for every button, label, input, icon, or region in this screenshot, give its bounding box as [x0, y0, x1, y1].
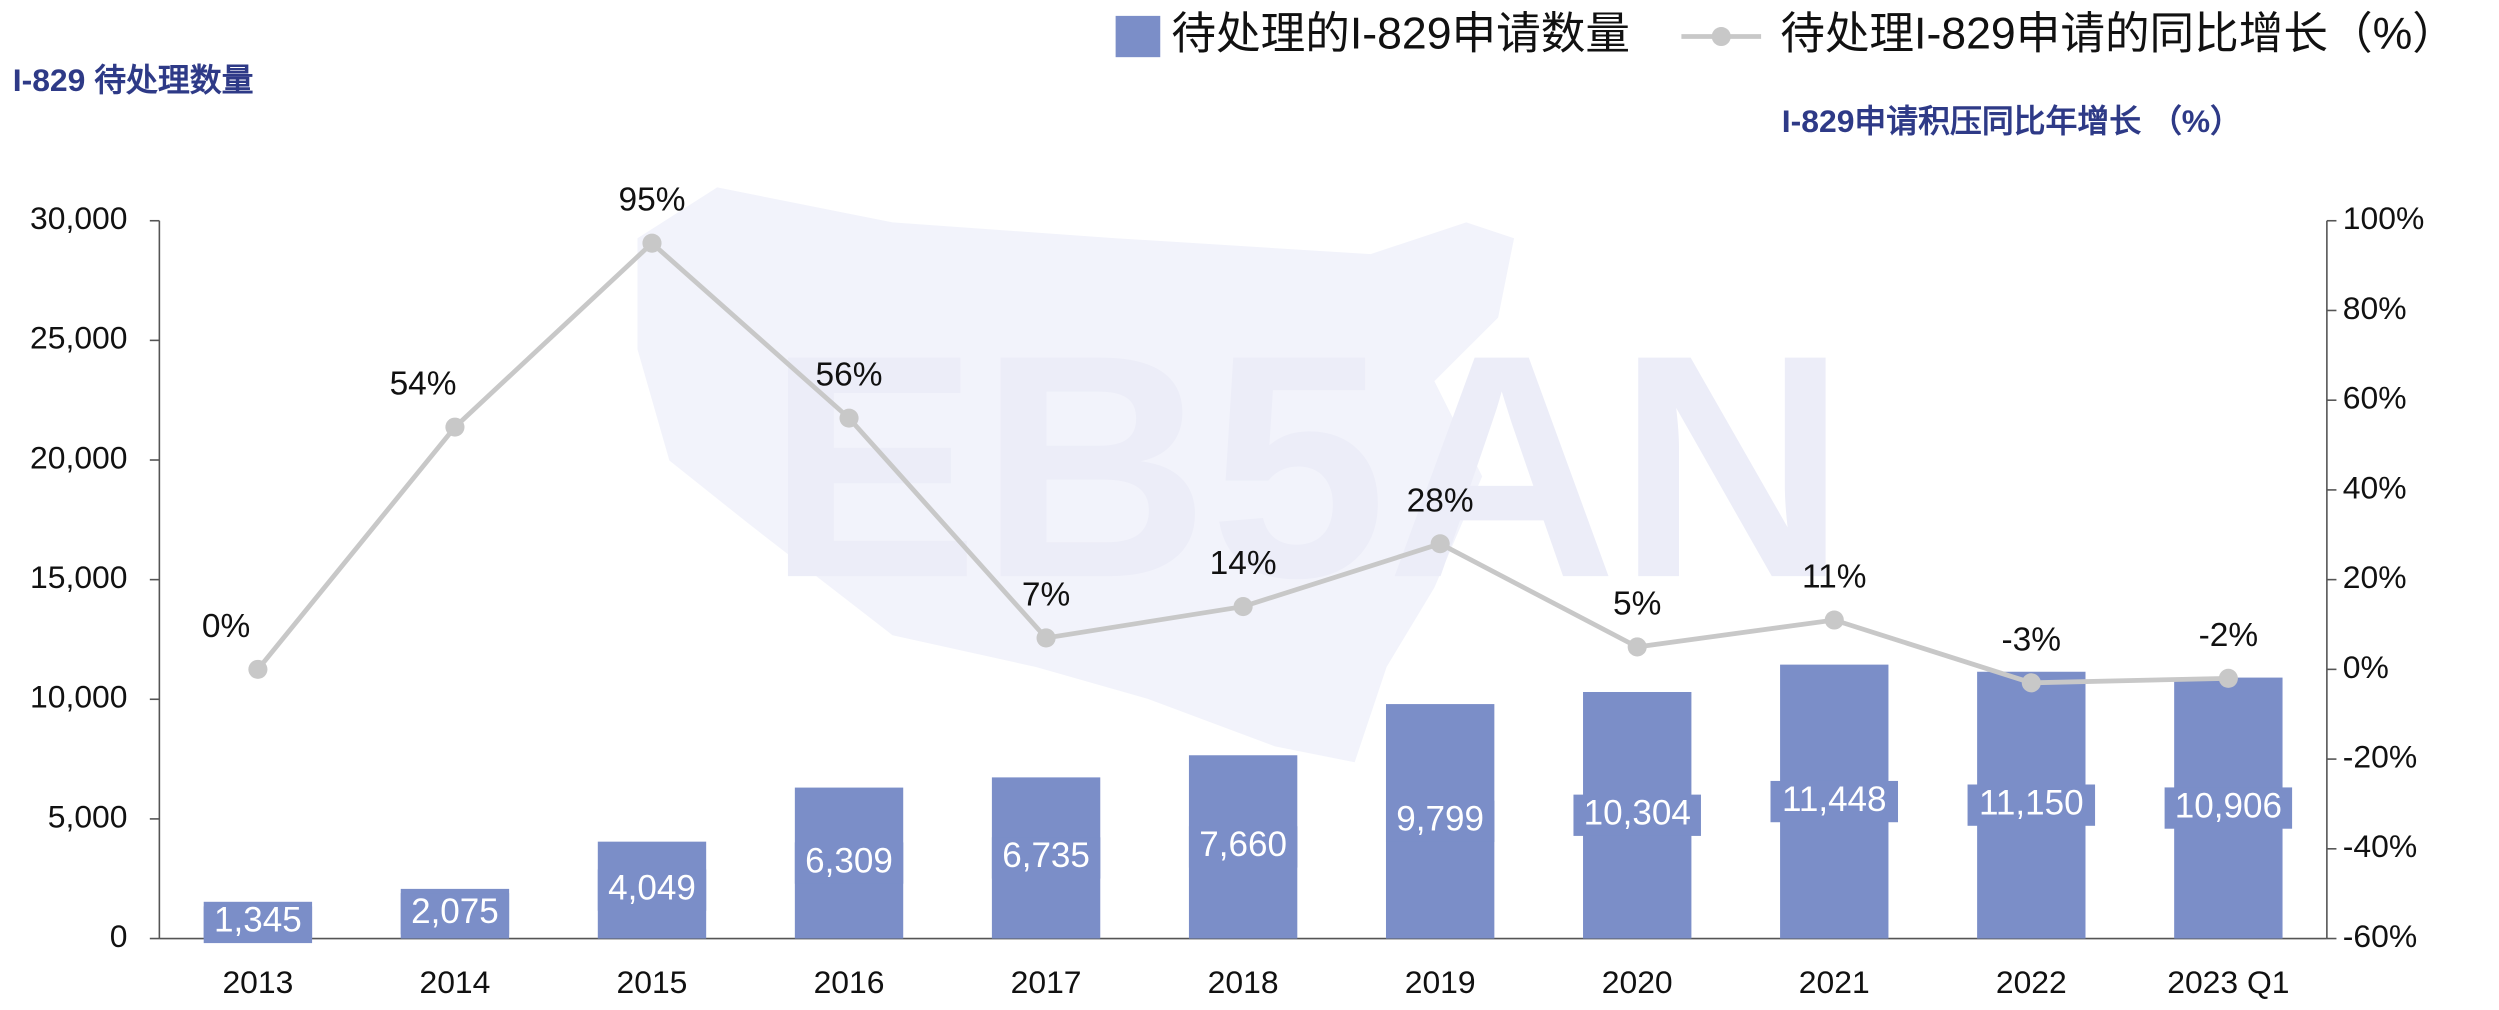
data-label: 10,304: [1584, 794, 1691, 833]
y-axis-title: I-829 待处理数量: [13, 62, 254, 98]
legend-label: 待处理I-829申请的同比增长（%）: [1780, 9, 2457, 58]
y2-tick-label: 20%: [2343, 559, 2407, 595]
data-label: 7,660: [1199, 825, 1287, 864]
data-label-bg: [794, 842, 904, 884]
x-tick-label: 2017: [1011, 964, 1082, 1000]
legend-label: 待处理的I-829申请数量: [1171, 9, 1630, 58]
y-tick-label: 5,000: [48, 798, 128, 834]
data-label: 11,448: [1782, 780, 1887, 819]
y2-axis-title: I-829申请积压同比年增长 （%）: [1782, 103, 2242, 139]
data-label-bg: [400, 893, 510, 935]
y-tick-label: 30,000: [30, 200, 127, 236]
data-label: -3%: [2002, 621, 2061, 658]
line-point: [1430, 534, 1450, 554]
line-point: [445, 417, 465, 437]
y2-tick-label: 40%: [2343, 469, 2407, 505]
x-tick-label: 2021: [1799, 964, 1870, 1000]
x-tick-label: 2014: [420, 964, 491, 1000]
data-label: 5%: [1613, 586, 1661, 623]
x-tick-label: 2013: [222, 964, 293, 1000]
line-point: [1627, 637, 1647, 657]
y-tick-label: 15,000: [30, 559, 127, 595]
data-label-bg: [1967, 784, 2096, 826]
data-label: 9,799: [1396, 800, 1484, 839]
y2-tick-label: 60%: [2343, 380, 2407, 416]
data-label: 7%: [1022, 577, 1070, 614]
data-label: 1,345: [214, 901, 302, 940]
data-label-bg: [203, 901, 313, 944]
x-tick-label: 2023 Q1: [2167, 964, 2289, 1000]
y2-tick-label: 80%: [2343, 290, 2407, 326]
x-tick-label: 2018: [1208, 964, 1279, 1000]
legend-swatch: [1115, 15, 1161, 58]
line-point: [1824, 610, 1844, 630]
data-label-bg: [1770, 780, 1899, 823]
y2-tick-label: -40%: [2343, 828, 2417, 864]
line-point: [642, 233, 662, 253]
line-point: [839, 408, 859, 428]
y2-tick-label: -20%: [2343, 739, 2417, 775]
x-tick-label: 2016: [814, 964, 885, 1000]
data-label-bg: [2164, 787, 2293, 829]
line-point: [1036, 628, 1056, 648]
line-point: [2218, 668, 2238, 688]
data-label: 28%: [1407, 482, 1474, 519]
map-watermark: [637, 187, 1515, 763]
data-label-bg: [597, 869, 707, 911]
y-tick-label: 20,000: [30, 439, 127, 475]
data-label: 11,150: [1979, 783, 2084, 822]
data-label: 11%: [1802, 559, 1866, 596]
line-point: [2021, 673, 2041, 693]
data-label: -2%: [2199, 617, 2258, 654]
y2-tick-label: -60%: [2343, 918, 2417, 954]
line-point: [248, 659, 268, 679]
data-label-bg: [1188, 826, 1298, 868]
legend-marker: [1711, 26, 1731, 47]
x-tick-label: 2022: [1996, 964, 2067, 1000]
data-label: 14%: [1210, 545, 1277, 582]
data-label: 6,309: [805, 841, 893, 880]
x-tick-label: 2020: [1602, 964, 1673, 1000]
data-label-bg: [1573, 794, 1701, 836]
data-label: 0%: [202, 608, 250, 645]
y-tick-label: 10,000: [30, 679, 127, 715]
data-label-bg: [1385, 800, 1495, 842]
data-label: 2,075: [411, 892, 499, 931]
y-tick-label: 25,000: [30, 320, 127, 356]
x-tick-label: 2015: [617, 964, 688, 1000]
data-label: 6,735: [1002, 836, 1090, 875]
watermark: EB5AN: [767, 290, 1847, 644]
data-label: 10,906: [2175, 786, 2282, 825]
data-label-bg: [991, 837, 1101, 879]
data-label: 95%: [619, 182, 686, 219]
y-tick-label: 0: [110, 918, 128, 954]
data-label: 4,049: [608, 868, 696, 907]
data-label: 56%: [816, 357, 883, 394]
data-label: 54%: [390, 366, 457, 403]
y2-tick-label: 0%: [2343, 649, 2389, 685]
line-point: [1233, 597, 1253, 617]
y2-tick-label: 100%: [2343, 200, 2424, 236]
x-tick-label: 2019: [1405, 964, 1476, 1000]
